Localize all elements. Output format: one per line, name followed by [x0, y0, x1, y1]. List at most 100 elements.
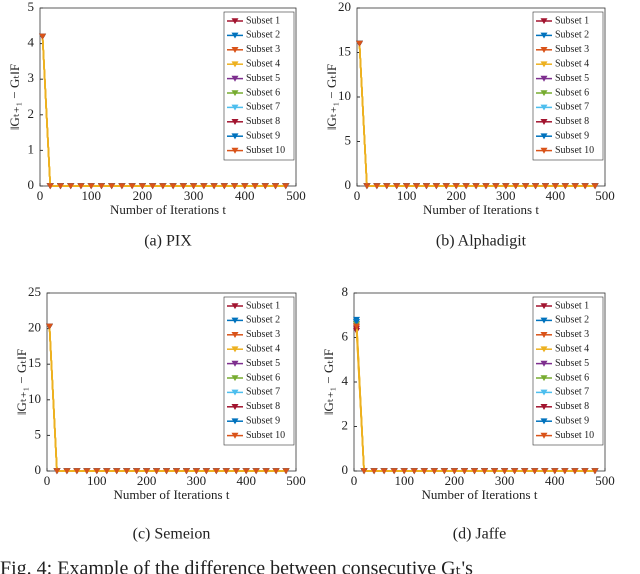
x-tick-label: 200 — [445, 473, 465, 488]
marker — [571, 183, 579, 190]
x-tick-label: 300 — [184, 188, 204, 203]
x-tick-label: 300 — [495, 473, 515, 488]
legend-label: Subset 5 — [246, 73, 280, 84]
marker — [521, 468, 529, 475]
marker — [482, 183, 490, 190]
y-tick-label: 5 — [28, 0, 35, 14]
x-tick-label: 500 — [286, 473, 306, 488]
legend-label: Subset 4 — [246, 58, 280, 69]
marker — [561, 183, 569, 190]
x-tick-label: 500 — [595, 473, 615, 488]
marker — [413, 183, 421, 190]
legend-label: Subset 3 — [246, 329, 280, 340]
marker — [363, 183, 371, 190]
marker — [491, 468, 499, 475]
marker — [272, 183, 280, 190]
marker — [501, 468, 509, 475]
y-axis-label: ‖Gₜ₊₁ − Gₜ‖F — [321, 349, 336, 415]
y-tick-label: 2 — [342, 417, 349, 432]
marker — [403, 183, 411, 190]
marker — [282, 468, 290, 475]
marker — [108, 183, 116, 190]
y-tick-label: 10 — [28, 391, 41, 406]
legend-marker — [231, 404, 239, 410]
marker — [262, 468, 270, 475]
legend-marker — [231, 375, 239, 382]
marker — [182, 468, 190, 475]
marker — [432, 183, 440, 190]
subplot-caption: (b) Alphadigit — [436, 233, 527, 250]
marker — [511, 468, 519, 475]
marker — [261, 183, 269, 190]
legend-marker — [231, 119, 239, 125]
x-tick-label: 400 — [236, 473, 256, 488]
y-tick-label: 20 — [28, 320, 41, 335]
legend-label: Subset 10 — [246, 430, 285, 441]
marker — [492, 183, 500, 190]
legend-label: Subset 1 — [246, 300, 280, 311]
legend-label: Subset 2 — [246, 30, 280, 41]
legend-label: Subset 1 — [555, 300, 589, 311]
legend-marker — [231, 346, 239, 353]
y-tick-label: 6 — [342, 328, 349, 343]
x-tick-label: 100 — [394, 473, 414, 488]
marker — [502, 183, 510, 190]
legend-label: Subset 6 — [246, 87, 280, 98]
marker — [470, 468, 478, 475]
legend-label: Subset 6 — [555, 372, 589, 383]
legend-marker — [540, 360, 548, 367]
marker — [242, 468, 250, 475]
y-axis-label: ‖Gₜ₊₁ − Gₜ‖F — [7, 64, 22, 130]
x-tick-label: 500 — [286, 188, 306, 203]
legend-marker — [231, 147, 239, 154]
x-tick-label: 200 — [446, 188, 466, 203]
marker — [380, 468, 388, 475]
marker — [390, 468, 398, 475]
marker — [159, 183, 167, 190]
marker — [220, 183, 228, 190]
marker — [241, 183, 249, 190]
marker — [370, 468, 378, 475]
marker — [212, 468, 220, 475]
legend-label: Subset 8 — [246, 116, 280, 127]
legend-marker — [231, 332, 239, 338]
y-tick-label: 0 — [345, 177, 352, 192]
legend-label: Subset 2 — [246, 315, 280, 326]
marker — [200, 183, 208, 190]
x-tick-label: 300 — [496, 188, 516, 203]
subplot-caption: (d) Jaffe — [453, 526, 506, 543]
marker — [73, 468, 81, 475]
marker — [353, 319, 361, 326]
legend-label: Subset 5 — [555, 73, 589, 84]
marker — [143, 468, 151, 475]
marker — [192, 468, 200, 475]
y-tick-label: 0 — [342, 462, 349, 477]
legend-marker — [540, 133, 548, 140]
legend-marker — [540, 104, 548, 111]
x-tick-label: 100 — [87, 473, 107, 488]
y-tick-label: 3 — [28, 70, 35, 85]
subplot-caption: (a) PIX — [144, 233, 192, 250]
marker — [39, 33, 47, 40]
marker — [450, 468, 458, 475]
marker — [231, 183, 239, 190]
marker — [128, 183, 136, 190]
y-tick-label: 8 — [342, 284, 349, 299]
legend-label: Subset 10 — [246, 145, 285, 156]
marker — [522, 183, 530, 190]
x-tick-label: 0 — [354, 188, 361, 203]
x-axis-label: Number of Iterations t — [110, 202, 226, 217]
marker — [67, 183, 75, 190]
legend-label: Subset 3 — [246, 44, 280, 55]
legend-marker — [231, 18, 239, 25]
legend-marker — [540, 75, 548, 82]
legend-marker — [231, 317, 239, 324]
y-tick-label: 1 — [28, 141, 35, 156]
marker — [373, 183, 381, 190]
x-tick-label: 400 — [546, 188, 566, 203]
marker — [272, 468, 280, 475]
marker — [87, 183, 95, 190]
x-tick-label: 0 — [44, 473, 51, 488]
marker — [83, 468, 91, 475]
marker — [45, 323, 53, 330]
